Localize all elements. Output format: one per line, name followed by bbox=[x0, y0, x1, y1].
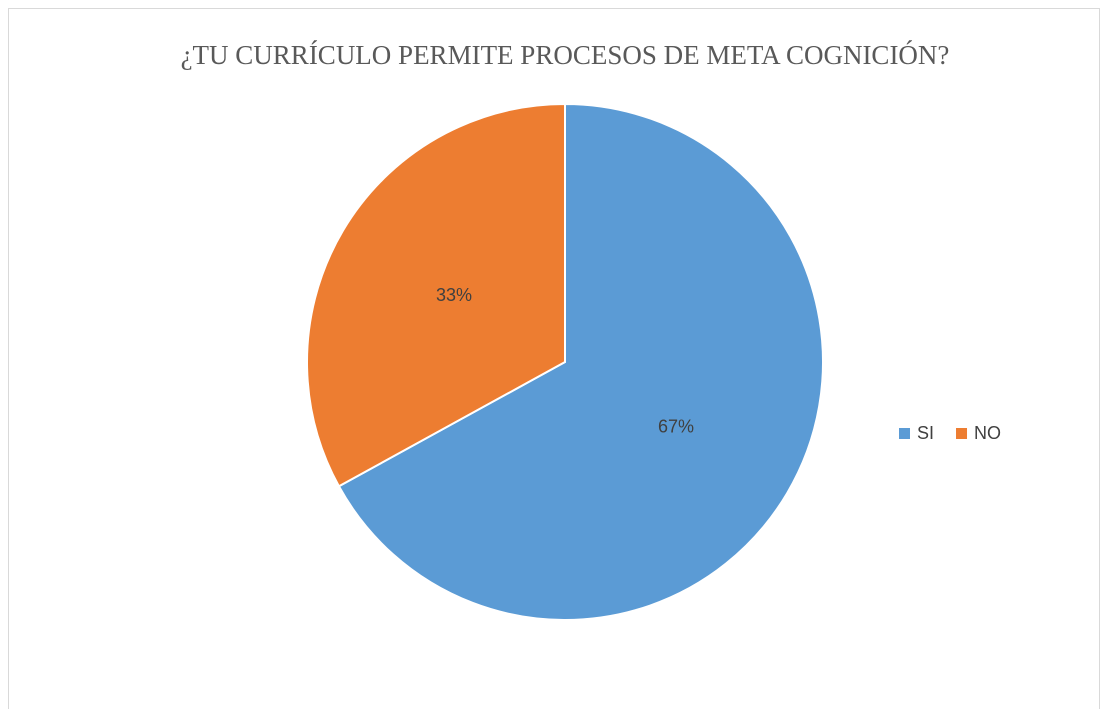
pie-slice bbox=[306, 102, 566, 488]
data-label: 67% bbox=[658, 416, 694, 436]
legend-swatch bbox=[899, 428, 910, 439]
data-label: 33% bbox=[436, 285, 472, 305]
legend-swatch bbox=[956, 428, 968, 439]
legend-label: SI bbox=[917, 423, 934, 443]
legend-label: NO bbox=[974, 423, 1001, 443]
chart-border bbox=[8, 8, 1100, 709]
pie-slice bbox=[337, 102, 824, 621]
chart-title: ¿TU CURRÍCULO PERMITE PROCESOS DE META C… bbox=[181, 40, 950, 70]
